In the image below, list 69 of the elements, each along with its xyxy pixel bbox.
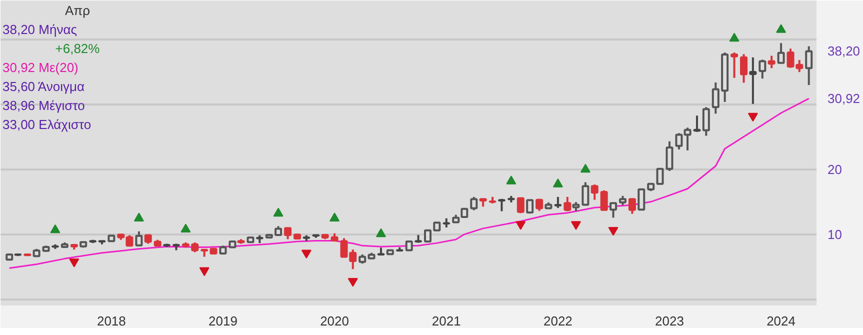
- annotation: 33,00 Ελάχιστο: [2, 117, 92, 132]
- candlestick: [600, 189, 608, 211]
- point: [134, 212, 144, 222]
- candlestick: [284, 226, 292, 240]
- candlestick: [656, 168, 664, 185]
- point: [50, 224, 60, 234]
- candlestick: [572, 201, 580, 212]
- candlestick: [666, 140, 674, 172]
- candlestick: [777, 42, 785, 65]
- point: [552, 178, 563, 188]
- candlestick: [628, 198, 636, 215]
- point: [376, 228, 386, 238]
- annotation: 38,96 Μέγιστο: [2, 98, 85, 113]
- point: [580, 164, 590, 173]
- point: [729, 32, 740, 42]
- x-tick-label: 2022: [543, 314, 572, 328]
- candlestick: [702, 106, 710, 137]
- point: [776, 24, 786, 33]
- candlestick: [358, 253, 366, 265]
- candlestick: [590, 184, 598, 201]
- annotation: Απρ: [64, 3, 90, 18]
- point: [301, 250, 312, 259]
- candlestick: [693, 114, 701, 133]
- x-tick-label: 2019: [208, 314, 238, 328]
- candlestick: [498, 198, 506, 212]
- x-tick-label: 2018: [96, 314, 126, 328]
- point: [180, 224, 191, 233]
- candlestick: [758, 58, 766, 80]
- candlestick: [618, 194, 626, 206]
- point: [506, 176, 516, 184]
- x-tick-label: 2021: [432, 314, 461, 328]
- candlestick: [740, 53, 748, 84]
- candlestick: [442, 217, 450, 228]
- candlestick: [768, 54, 776, 70]
- point: [199, 267, 210, 276]
- x-tick-label: 2020: [320, 314, 349, 328]
- annotation: +6,82%: [55, 41, 100, 56]
- candlestick: [610, 202, 618, 219]
- point: [348, 278, 358, 287]
- candlestick: [730, 52, 738, 79]
- point: [516, 221, 526, 230]
- text: 38,20: [828, 44, 860, 59]
- candlestick: [638, 188, 646, 211]
- annotation: 35,60 Άνοιγμα: [2, 79, 85, 94]
- candlestick: [460, 208, 468, 218]
- candlestick: [470, 196, 478, 212]
- candlestick: [135, 230, 143, 247]
- point: [273, 208, 284, 217]
- point: [608, 226, 618, 236]
- candlestick: [554, 196, 562, 209]
- candlestick: [274, 225, 282, 236]
- candlestick: [749, 56, 757, 105]
- x-tick-label: 2024: [766, 314, 796, 328]
- annotation: 30,92 Με(20): [2, 60, 78, 75]
- point: [69, 258, 80, 268]
- candlestick: [526, 199, 534, 214]
- candlestick: [582, 181, 590, 206]
- y-tick-label: 20: [828, 162, 842, 178]
- candlestick: [564, 196, 572, 212]
- candlestick: [405, 240, 413, 252]
- text: 30,92: [828, 91, 860, 106]
- x-tick-label: 2023: [655, 314, 684, 328]
- candlestick: [516, 196, 524, 214]
- candlestick: [536, 198, 544, 212]
- annotation: 38,20 Μήνας: [2, 22, 77, 37]
- point: [570, 221, 581, 230]
- candlestick: [805, 45, 813, 86]
- y-tick-label: 10: [828, 227, 842, 242]
- point: [330, 212, 340, 222]
